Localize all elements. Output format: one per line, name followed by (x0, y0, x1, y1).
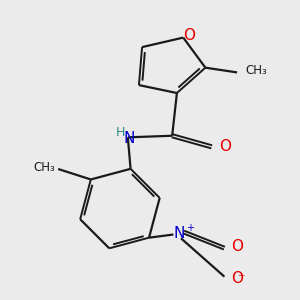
Text: ⁻: ⁻ (237, 272, 244, 286)
Text: +: + (186, 223, 194, 232)
Text: N: N (124, 131, 135, 146)
Text: N: N (173, 226, 185, 242)
Text: CH₃: CH₃ (245, 64, 267, 77)
Text: CH₃: CH₃ (33, 161, 55, 174)
Text: O: O (231, 239, 243, 254)
Text: H: H (115, 126, 125, 139)
Text: O: O (183, 28, 195, 43)
Text: O: O (231, 271, 243, 286)
Text: O: O (219, 139, 231, 154)
